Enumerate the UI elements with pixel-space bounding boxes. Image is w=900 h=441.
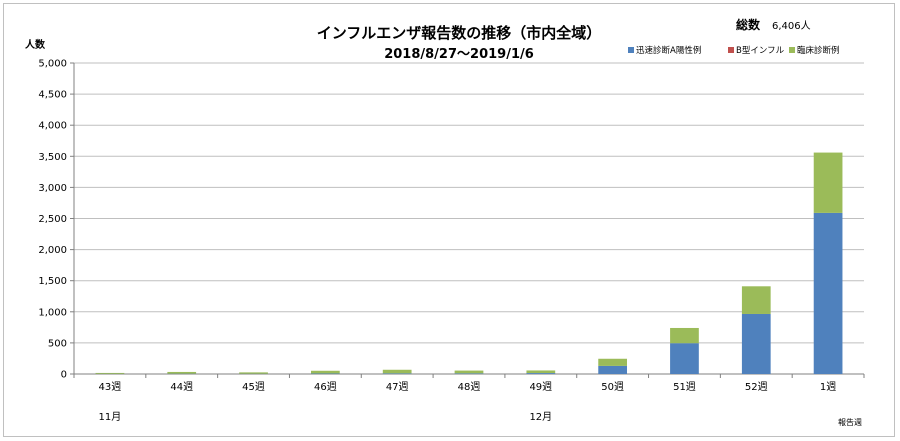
- bar-segment: [670, 327, 699, 344]
- x-axis-label: 報告週: [838, 417, 862, 427]
- bar-segment: [526, 373, 556, 374]
- x-tick-label: 48週: [458, 381, 481, 393]
- x-tick-label: 52週: [745, 381, 768, 393]
- total-label: 総数: [736, 17, 761, 32]
- month-label: 11月: [99, 411, 122, 423]
- bar-segment: [311, 370, 340, 374]
- x-tick-label: 49週: [529, 381, 552, 393]
- y-tick-label: 4,500: [38, 90, 67, 101]
- y-axis-label: 人数: [25, 38, 46, 51]
- y-axis-ticks: 0 500 1,000 1,500 2,000 2,500 3,000 3,500 4,000 4…: [38, 59, 67, 381]
- bar-segment: [239, 372, 268, 374]
- x-tick-label: 51週: [673, 381, 696, 393]
- y-tick-label: 4,000: [38, 121, 67, 132]
- bar-segment: [741, 286, 771, 314]
- x-tick-label: 50週: [601, 381, 624, 393]
- bar-segment: [382, 373, 412, 374]
- month-labels: 11月 12月: [99, 411, 553, 423]
- bar-segment: [598, 365, 627, 374]
- chart-frame: インフルエンザ報告数の推移（市内全域） 2018/8/27～2019/1/6 総…: [3, 3, 895, 437]
- bar-segment: [167, 371, 197, 374]
- y-tick-label: 500: [48, 338, 67, 349]
- bar-segment: [382, 369, 412, 374]
- bar-segment: [670, 343, 699, 374]
- x-tick-label: 43週: [99, 381, 122, 393]
- grid-lines: [70, 62, 864, 375]
- legend-label: 迅速診断A陽性例: [636, 45, 701, 56]
- y-tick-label: 2,500: [38, 214, 67, 225]
- bar-segment: [454, 370, 484, 374]
- x-tick-label: 1週: [820, 381, 836, 393]
- legend-label: 臨床診断例: [797, 45, 840, 56]
- chart-subtitle: 2018/8/27～2019/1/6: [384, 47, 534, 62]
- legend-swatch: [628, 47, 634, 53]
- bar-segment: [813, 152, 843, 213]
- y-tick-label: 3,500: [38, 152, 67, 163]
- x-tick-label: 46週: [314, 381, 337, 393]
- legend: 迅速診断A陽性例 B型インフル 臨床診断例: [628, 45, 840, 56]
- total-value: 6,406人: [772, 20, 811, 32]
- y-tick-label: 1,000: [38, 307, 67, 318]
- bar-segment: [741, 313, 771, 374]
- y-tick-label: 1,500: [38, 276, 67, 287]
- bar-segment: [95, 372, 125, 374]
- bar-segment: [813, 212, 843, 374]
- chart-title: インフルエンザ報告数の推移（市内全域）: [317, 24, 602, 42]
- y-tick-label: 5,000: [38, 59, 67, 70]
- bar-segment: [454, 373, 484, 374]
- legend-swatch: [728, 47, 734, 53]
- bar-segment: [526, 370, 556, 374]
- bars: [95, 152, 843, 374]
- chart-canvas: インフルエンザ報告数の推移（市内全域） 2018/8/27～2019/1/6 総…: [25, 17, 865, 427]
- y-tick-label: 2,000: [38, 245, 67, 256]
- month-label: 12月: [529, 411, 552, 423]
- bar-segment: [598, 358, 627, 366]
- legend-label: B型インフル: [736, 46, 785, 56]
- legend-swatch: [789, 47, 795, 53]
- y-tick-label: 3,000: [38, 183, 67, 194]
- y-tick-label: 0: [61, 370, 67, 381]
- x-tick-label: 45週: [242, 381, 265, 393]
- x-tick-label: 47週: [386, 381, 409, 393]
- x-tick-label: 44週: [170, 381, 193, 393]
- x-axis-ticks: 43週 44週 45週 46週 47週 48週 49週 50週 51週 52週 1週: [73, 374, 865, 393]
